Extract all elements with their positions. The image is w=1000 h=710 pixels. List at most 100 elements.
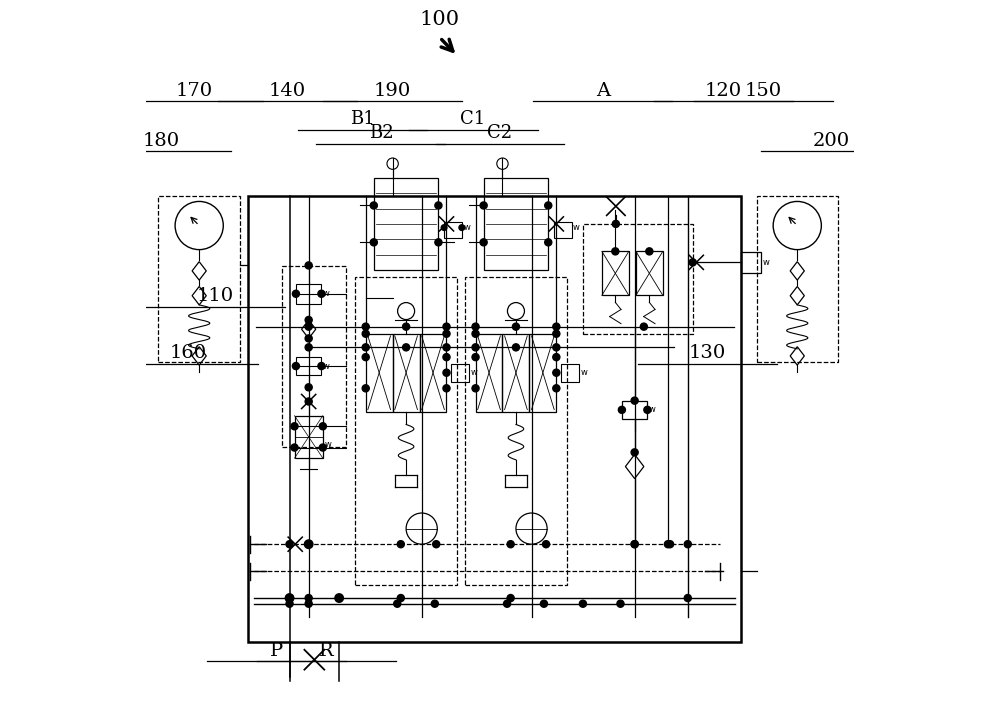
Circle shape (512, 323, 519, 330)
Text: 190: 190 (374, 82, 411, 100)
Circle shape (286, 540, 293, 547)
Circle shape (553, 354, 560, 361)
Circle shape (292, 363, 299, 370)
Circle shape (545, 239, 552, 246)
Circle shape (305, 344, 312, 351)
Circle shape (644, 406, 651, 413)
Circle shape (472, 385, 479, 392)
Bar (465, 277, 567, 585)
Bar (366, 334, 393, 412)
Circle shape (305, 335, 312, 342)
Bar (295, 415, 323, 458)
Circle shape (618, 406, 625, 413)
Bar (355, 277, 457, 585)
Circle shape (292, 290, 299, 297)
Text: w: w (580, 368, 587, 377)
Circle shape (646, 248, 653, 255)
Text: R: R (319, 642, 334, 660)
Circle shape (631, 540, 638, 547)
Circle shape (362, 354, 369, 361)
Circle shape (684, 540, 691, 547)
Circle shape (370, 239, 377, 246)
Circle shape (286, 594, 293, 601)
Text: 170: 170 (175, 82, 212, 100)
Text: w: w (649, 405, 656, 415)
Circle shape (545, 202, 552, 209)
Circle shape (443, 354, 450, 361)
Circle shape (543, 540, 550, 547)
Bar (757, 195, 838, 362)
Text: C2: C2 (487, 124, 513, 143)
Circle shape (291, 444, 298, 451)
Bar (248, 195, 741, 642)
Circle shape (553, 323, 560, 330)
Circle shape (433, 540, 440, 547)
Text: w: w (471, 368, 477, 377)
Bar (451, 364, 469, 382)
Bar (420, 334, 446, 412)
Circle shape (435, 239, 442, 246)
Circle shape (285, 594, 294, 602)
Text: 150: 150 (745, 82, 782, 100)
Text: 100: 100 (420, 10, 460, 29)
Text: 160: 160 (170, 344, 207, 362)
Bar (741, 252, 761, 273)
Circle shape (305, 594, 312, 601)
Circle shape (397, 594, 404, 601)
Circle shape (553, 369, 560, 376)
Circle shape (631, 540, 638, 547)
Text: 140: 140 (269, 82, 306, 100)
Circle shape (305, 600, 312, 607)
Circle shape (443, 330, 450, 337)
Circle shape (305, 262, 312, 269)
Circle shape (507, 540, 514, 547)
Circle shape (553, 330, 560, 337)
Circle shape (431, 600, 438, 607)
Circle shape (553, 344, 560, 351)
Circle shape (540, 600, 547, 607)
Text: A: A (596, 82, 610, 100)
Circle shape (472, 344, 479, 351)
Bar (374, 178, 438, 270)
Bar (622, 400, 647, 419)
Text: P: P (269, 642, 283, 660)
Text: w: w (323, 361, 330, 371)
Circle shape (362, 323, 369, 330)
Circle shape (472, 323, 479, 330)
Bar (561, 364, 579, 382)
Bar (636, 251, 663, 295)
Text: 130: 130 (689, 344, 726, 362)
Circle shape (305, 317, 312, 324)
Circle shape (394, 600, 401, 607)
Bar (393, 334, 420, 412)
Text: w: w (762, 258, 769, 267)
Text: C1: C1 (460, 110, 486, 129)
Circle shape (441, 225, 447, 231)
Circle shape (689, 259, 696, 266)
Circle shape (335, 594, 343, 602)
Text: B1: B1 (350, 110, 375, 129)
Bar (158, 195, 240, 362)
Circle shape (397, 540, 404, 547)
Circle shape (617, 600, 624, 607)
Circle shape (612, 248, 619, 255)
Circle shape (305, 398, 312, 405)
Circle shape (512, 344, 519, 351)
Text: 180: 180 (143, 131, 180, 150)
Text: 110: 110 (197, 288, 234, 305)
Bar (444, 222, 462, 238)
Circle shape (480, 239, 487, 246)
Circle shape (319, 422, 326, 430)
Text: B2: B2 (369, 124, 393, 143)
Circle shape (667, 540, 674, 547)
Circle shape (319, 444, 326, 451)
Bar (484, 178, 548, 270)
Circle shape (443, 323, 450, 330)
Circle shape (579, 600, 586, 607)
Circle shape (684, 594, 691, 601)
Circle shape (370, 202, 377, 209)
Circle shape (362, 385, 369, 392)
Circle shape (403, 323, 410, 330)
Bar (282, 266, 346, 447)
Circle shape (472, 354, 479, 361)
